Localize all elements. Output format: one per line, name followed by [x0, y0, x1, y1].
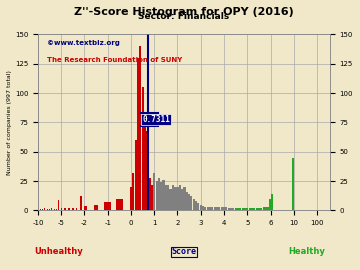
- Bar: [162, 180, 165, 210]
- Bar: [94, 205, 98, 210]
- Bar: [239, 208, 241, 210]
- Bar: [195, 201, 197, 210]
- Bar: [56, 209, 57, 210]
- Bar: [251, 208, 253, 210]
- Bar: [244, 208, 246, 210]
- Bar: [64, 208, 66, 210]
- Bar: [190, 196, 193, 210]
- Bar: [144, 117, 146, 210]
- Bar: [262, 207, 265, 210]
- Text: Score: Score: [171, 247, 197, 256]
- Bar: [260, 208, 262, 210]
- Y-axis label: Number of companies (997 total): Number of companies (997 total): [7, 70, 12, 175]
- Bar: [204, 207, 206, 210]
- Bar: [156, 181, 158, 210]
- Bar: [265, 207, 267, 210]
- Bar: [139, 46, 141, 210]
- Bar: [181, 189, 183, 210]
- Bar: [172, 185, 174, 210]
- Bar: [170, 189, 172, 210]
- Bar: [176, 187, 179, 210]
- Bar: [149, 178, 150, 210]
- Bar: [184, 187, 185, 210]
- Bar: [202, 206, 204, 210]
- Bar: [158, 178, 160, 210]
- Bar: [40, 209, 41, 210]
- Bar: [232, 208, 234, 210]
- Bar: [188, 194, 190, 210]
- Text: ©www.textbiz.org: ©www.textbiz.org: [47, 40, 120, 46]
- Bar: [49, 209, 50, 210]
- Text: Healthy: Healthy: [288, 247, 325, 256]
- Bar: [104, 202, 111, 210]
- Bar: [209, 207, 211, 210]
- Bar: [197, 203, 199, 210]
- Bar: [242, 208, 244, 210]
- Bar: [267, 207, 269, 210]
- Bar: [221, 207, 223, 210]
- Bar: [256, 208, 258, 210]
- Text: Unhealthy: Unhealthy: [34, 247, 83, 256]
- Bar: [151, 185, 153, 210]
- Text: 0.7311: 0.7311: [142, 115, 170, 124]
- Bar: [54, 209, 55, 210]
- Bar: [135, 140, 137, 210]
- Bar: [253, 208, 255, 210]
- Title: Z''-Score Histogram for OPY (2016): Z''-Score Histogram for OPY (2016): [74, 7, 294, 17]
- Bar: [58, 200, 59, 210]
- Text: Sector: Financials: Sector: Financials: [138, 12, 230, 21]
- Bar: [237, 208, 239, 210]
- Bar: [216, 207, 218, 210]
- Bar: [167, 185, 169, 210]
- Bar: [165, 185, 167, 210]
- Bar: [68, 208, 70, 210]
- Bar: [132, 173, 134, 210]
- Bar: [258, 208, 260, 210]
- Bar: [213, 207, 216, 210]
- Bar: [72, 208, 73, 210]
- Bar: [137, 58, 139, 210]
- Bar: [235, 208, 237, 210]
- Bar: [292, 158, 294, 210]
- Bar: [47, 209, 48, 210]
- Bar: [174, 187, 176, 210]
- Bar: [225, 207, 228, 210]
- Bar: [223, 207, 225, 210]
- Bar: [76, 208, 77, 210]
- Text: The Research Foundation of SUNY: The Research Foundation of SUNY: [47, 57, 182, 63]
- Bar: [246, 208, 248, 210]
- Bar: [270, 199, 271, 210]
- Bar: [84, 206, 87, 210]
- Bar: [211, 207, 213, 210]
- Bar: [44, 208, 45, 210]
- Bar: [207, 207, 209, 210]
- Bar: [51, 208, 52, 210]
- Bar: [193, 199, 195, 210]
- Bar: [141, 87, 144, 210]
- Bar: [153, 173, 155, 210]
- Bar: [116, 199, 123, 210]
- Bar: [200, 205, 202, 210]
- Bar: [42, 209, 43, 210]
- Bar: [186, 192, 188, 210]
- Bar: [228, 208, 230, 210]
- Bar: [218, 207, 220, 210]
- Bar: [160, 182, 162, 210]
- Bar: [38, 209, 39, 210]
- Bar: [146, 131, 148, 210]
- Bar: [61, 208, 62, 210]
- Bar: [179, 185, 181, 210]
- Bar: [230, 208, 232, 210]
- Bar: [271, 194, 272, 210]
- Bar: [130, 187, 132, 210]
- Bar: [248, 208, 251, 210]
- Bar: [80, 196, 82, 210]
- Bar: [272, 194, 273, 210]
